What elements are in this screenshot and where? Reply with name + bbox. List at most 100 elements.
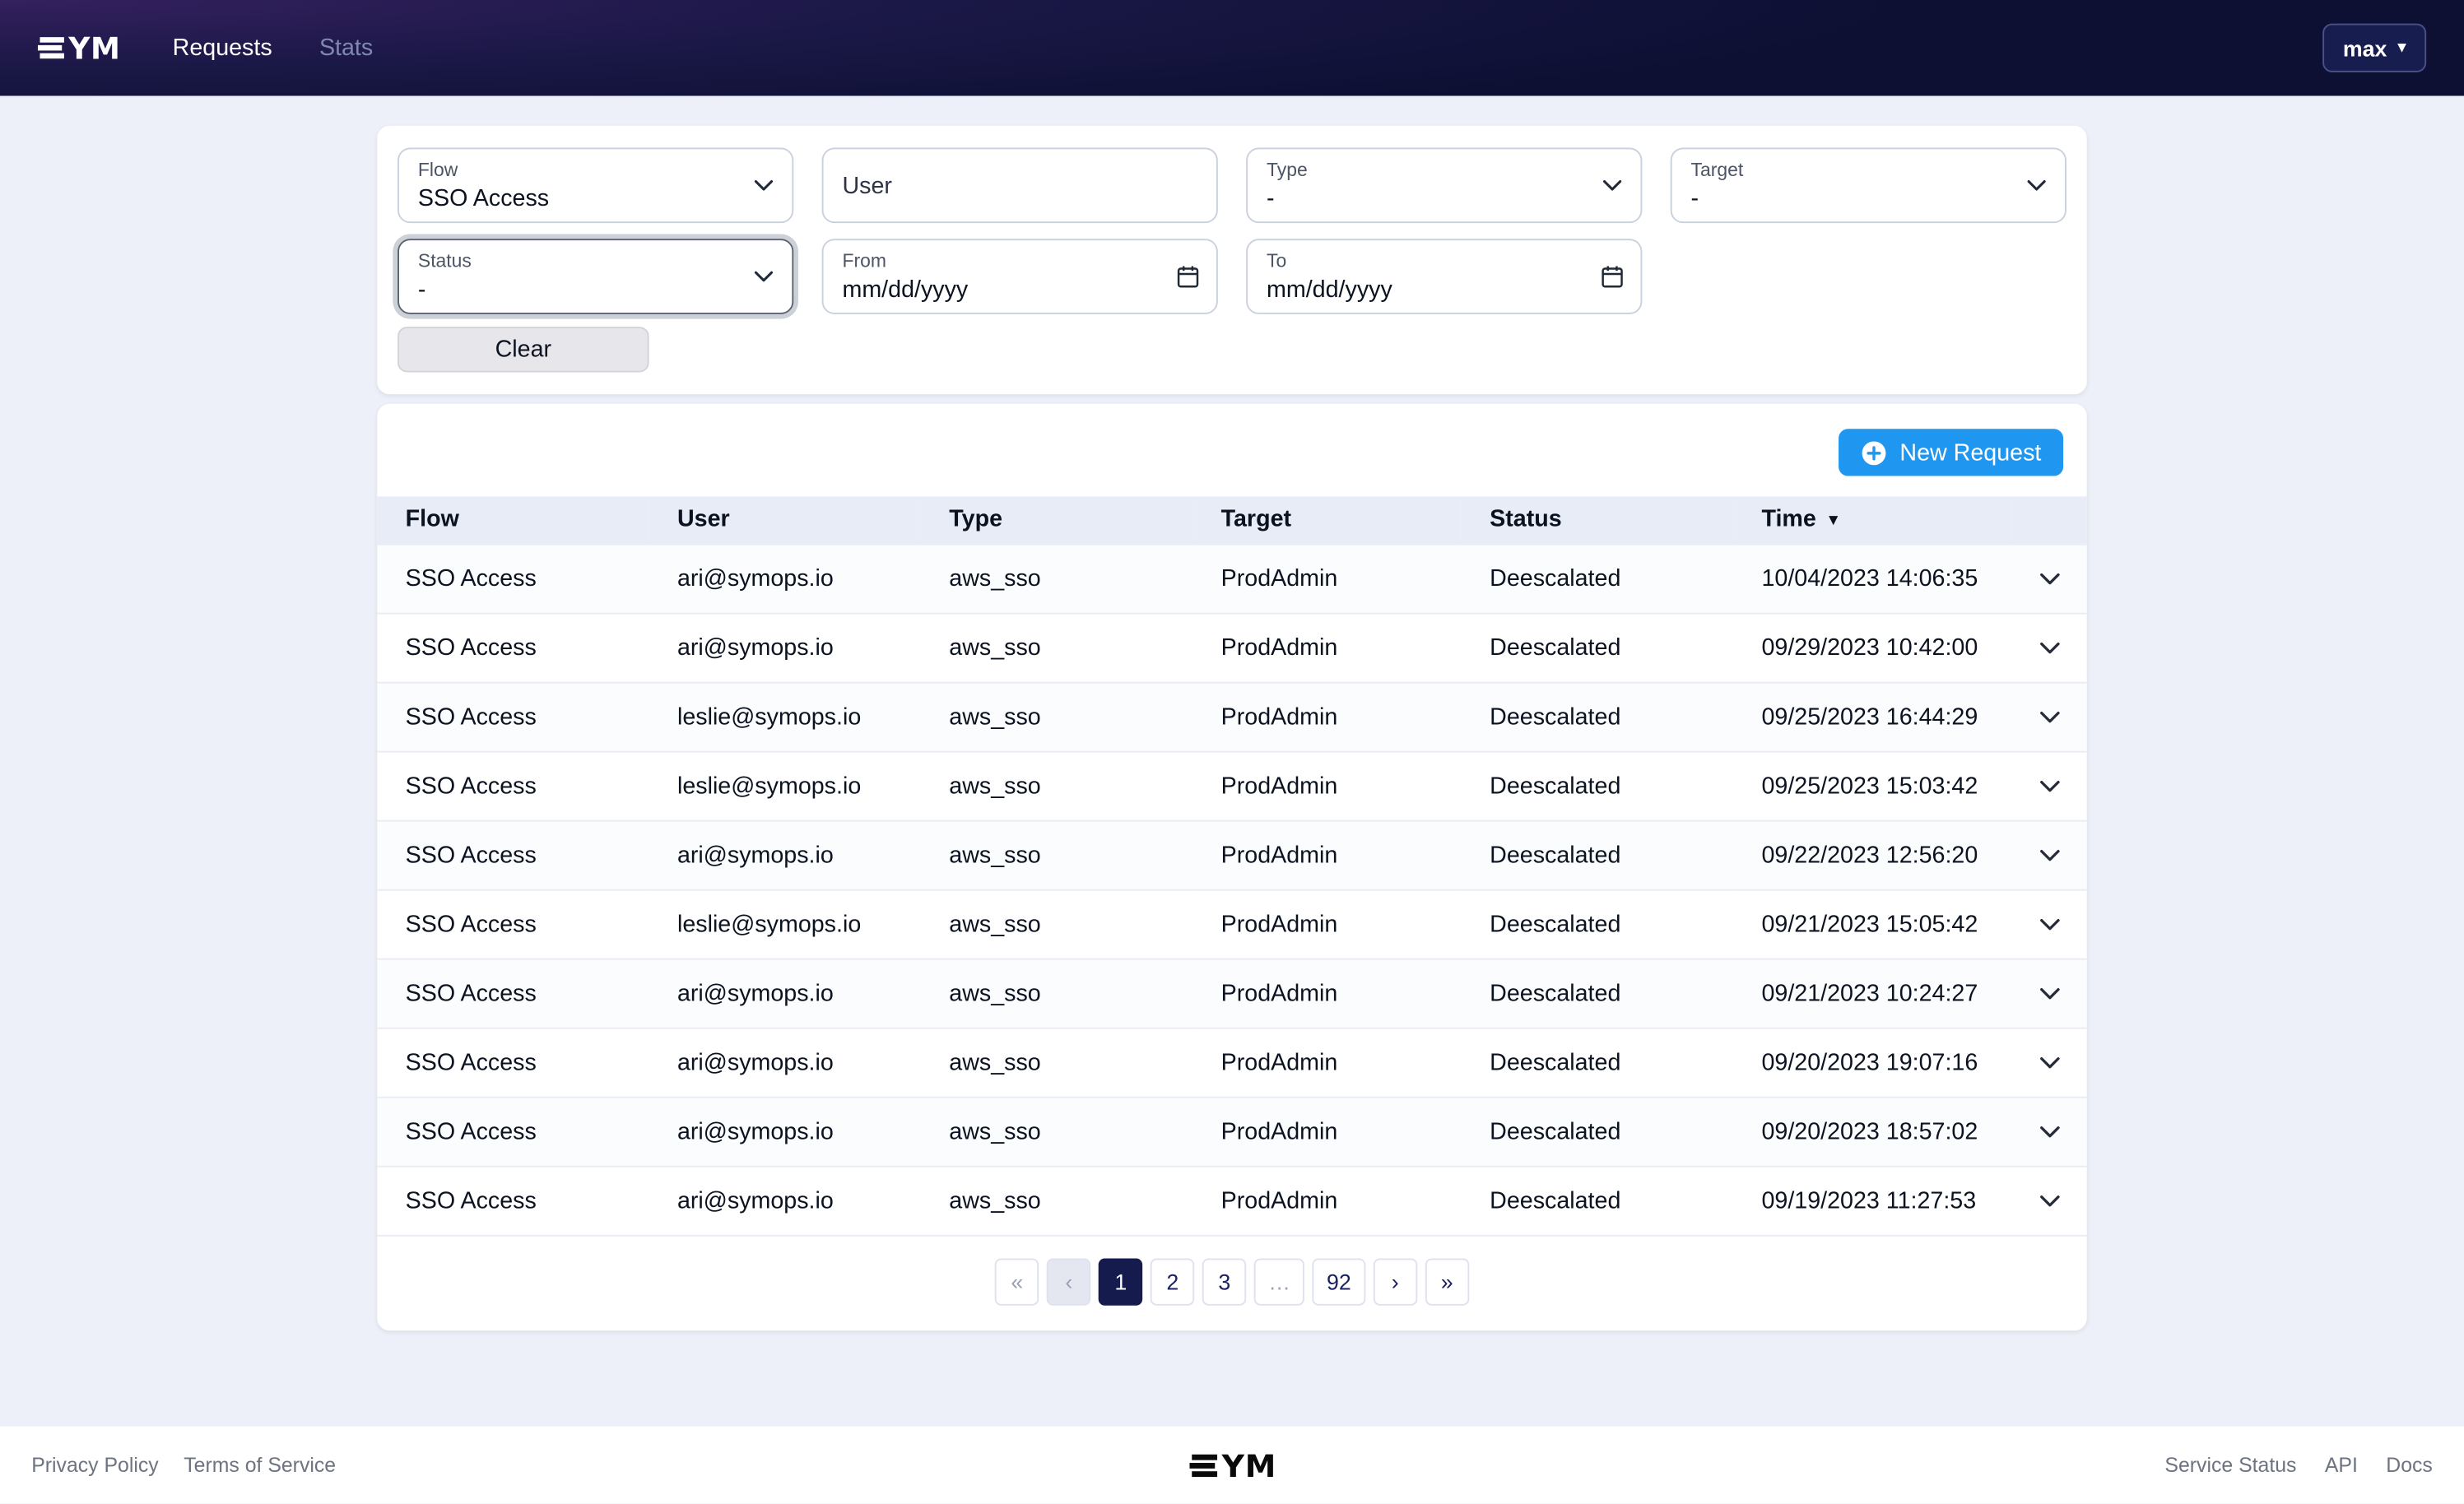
page-button-ellipsis[interactable]: … [1254,1257,1305,1305]
column-header-flow[interactable]: Flow [377,496,649,544]
table-row[interactable]: SSO Access ari@symops.io aws_sso ProdAdm… [377,957,2087,1028]
page-button-next[interactable]: › [1373,1257,1417,1305]
column-header-status[interactable]: Status [1461,496,1734,544]
calendar-icon [1175,264,1201,290]
nav-link-requests[interactable]: Requests [172,35,272,62]
cell-status: Deescalated [1461,680,1734,751]
table-row[interactable]: SSO Access leslie@symops.io aws_sso Prod… [377,680,2087,751]
column-header-user[interactable]: User [649,496,921,544]
status-select[interactable]: Status - [397,239,794,314]
nav-link-stats[interactable]: Stats [318,35,374,62]
target-label: Target [1690,158,1744,181]
chevron-down-icon [2036,772,2062,798]
brand-logo[interactable] [38,31,119,64]
sort-desc-icon: ▼ [1825,512,1842,530]
to-date-input[interactable]: To mm/dd/yyyy [1246,239,1643,314]
footer-link-privacy-policy[interactable]: Privacy Policy [31,1453,159,1477]
cell-type: aws_sso [920,1095,1193,1166]
table-row[interactable]: SSO Access ari@symops.io aws_sso ProdAdm… [377,1095,2087,1166]
table-row[interactable]: SSO Access ari@symops.io aws_sso ProdAdm… [377,611,2087,682]
row-expand-button[interactable] [2026,1112,2071,1151]
page-button-92[interactable]: 92 [1312,1257,1365,1305]
chevron-down-icon [2036,703,2062,729]
footer: Privacy Policy Terms of Service Service … [0,1426,2464,1504]
type-select[interactable]: Type - [1246,147,1643,224]
flow-select[interactable]: Flow SSO Access [397,147,794,224]
row-expand-button[interactable] [2026,1181,2071,1220]
row-expand-button[interactable] [2026,1042,2071,1082]
user-input[interactable] [821,147,1218,224]
cell-time: 09/29/2023 10:42:00 [1733,611,2012,682]
footer-link-service-status[interactable]: Service Status [2164,1453,2297,1477]
row-expand-button[interactable] [2026,559,2071,598]
cell-user: leslie@symops.io [649,888,921,959]
from-date-input[interactable]: From mm/dd/yyyy [821,239,1218,314]
footer-link-terms-of-service[interactable]: Terms of Service [184,1453,337,1477]
cell-user: leslie@symops.io [649,750,921,820]
target-select[interactable]: Target - [1670,147,2067,224]
navbar: Requests Stats max ▾ [0,0,2464,96]
cell-time: 09/25/2023 15:03:42 [1733,750,2012,820]
chevron-down-icon [2036,634,2062,660]
column-header-target[interactable]: Target [1192,496,1462,544]
table-row[interactable]: SSO Access leslie@symops.io aws_sso Prod… [377,750,2087,820]
row-expand-button[interactable] [2026,766,2071,805]
table-row[interactable]: SSO Access ari@symops.io aws_sso ProdAdm… [377,819,2087,889]
requests-panel: New Request Flow User Type Target Status [377,403,2087,1330]
column-header-time[interactable]: Time ▼ [1733,496,2012,544]
page-button-prev[interactable]: ‹ [1047,1257,1091,1305]
table-row[interactable]: SSO Access ari@symops.io aws_sso ProdAdm… [377,542,2087,613]
page-button-first[interactable]: « [995,1257,1039,1305]
chevron-down-icon [2036,842,2062,868]
cell-type: aws_sso [920,819,1193,889]
cell-target: ProdAdmin [1192,542,1462,613]
new-request-label: New Request [1899,439,2042,467]
cell-status: Deescalated [1461,1164,1734,1236]
nav-links: Requests Stats [173,35,374,61]
cell-status: Deescalated [1461,611,1734,682]
type-label: Type [1267,158,1308,181]
cell-time: 09/20/2023 19:07:16 [1733,1026,2012,1097]
filters-panel: Flow SSO Access Type - Target - Status [377,125,2087,395]
table-row[interactable]: SSO Access leslie@symops.io aws_sso Prod… [377,888,2087,959]
footer-link-api[interactable]: API [2324,1453,2358,1477]
page-button-last[interactable]: » [1425,1257,1469,1305]
cell-flow: SSO Access [377,542,649,613]
cell-status: Deescalated [1461,957,1734,1028]
cell-time: 09/22/2023 12:56:20 [1733,819,2012,889]
cell-user: ari@symops.io [649,542,921,613]
cell-flow: SSO Access [377,680,649,751]
cell-flow: SSO Access [377,1164,649,1236]
row-expand-button[interactable] [2026,628,2071,667]
cell-target: ProdAdmin [1192,888,1462,959]
row-expand-button[interactable] [2026,973,2071,1013]
table-body: SSO Access ari@symops.io aws_sso ProdAdm… [377,542,2087,1236]
footer-link-docs[interactable]: Docs [2386,1453,2433,1477]
new-request-button[interactable]: New Request [1838,429,2064,476]
user-menu-label: max [2342,35,2387,61]
row-expand-button[interactable] [2026,697,2071,736]
cell-flow: SSO Access [377,957,649,1028]
footer-logo [1189,1448,1275,1483]
page-button-2[interactable]: 2 [1151,1257,1195,1305]
target-value: - [1690,185,1699,212]
table-row[interactable]: SSO Access ari@symops.io aws_sso ProdAdm… [377,1026,2087,1097]
chevron-down-icon [2036,564,2062,591]
cell-target: ProdAdmin [1192,1164,1462,1236]
cell-time: 10/04/2023 14:06:35 [1733,542,2012,613]
table-row[interactable]: SSO Access ari@symops.io aws_sso ProdAdm… [377,1164,2087,1236]
cell-target: ProdAdmin [1192,611,1462,682]
row-expand-button[interactable] [2026,904,2071,944]
cell-status: Deescalated [1461,750,1734,820]
page-button-3[interactable]: 3 [1202,1257,1247,1305]
column-header-type[interactable]: Type [920,496,1193,544]
clear-button[interactable]: Clear [397,327,649,373]
page-button-1[interactable]: 1 [1099,1257,1143,1305]
row-expand-button[interactable] [2026,835,2071,875]
user-menu-button[interactable]: max ▾ [2322,23,2427,72]
cell-time: 09/19/2023 11:27:53 [1733,1164,2012,1236]
cell-type: aws_sso [920,680,1193,751]
cell-time: 09/21/2023 15:05:42 [1733,888,2012,959]
status-value: - [417,276,426,304]
